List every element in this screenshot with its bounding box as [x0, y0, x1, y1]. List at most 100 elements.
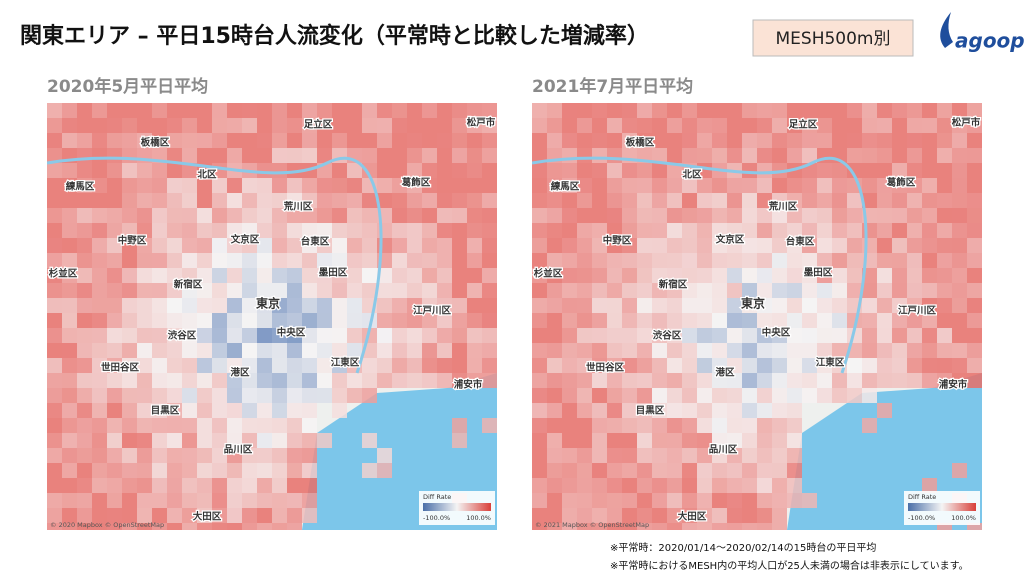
mesh-cell [727, 358, 742, 373]
mesh-cell [727, 418, 742, 433]
mesh-cell [227, 178, 242, 193]
mesh-cell [197, 253, 212, 268]
mesh-cell [92, 133, 107, 148]
mesh-cell [667, 373, 682, 388]
mesh-cell [772, 133, 787, 148]
place-label: 江東区 [331, 357, 360, 369]
mesh-cell [137, 493, 152, 508]
mesh-cell [712, 238, 727, 253]
mesh-cell [272, 478, 287, 493]
mesh-cell [592, 343, 607, 358]
mesh-cell [787, 238, 802, 253]
mesh-cell [272, 523, 287, 530]
mesh-cell [182, 163, 197, 178]
mesh-cell [817, 133, 832, 148]
mesh-cell [697, 313, 712, 328]
mesh-cell [622, 328, 637, 343]
mesh-cell [592, 163, 607, 178]
mesh-cell [622, 118, 637, 133]
mesh-cell [122, 523, 137, 530]
mesh-cell [107, 403, 122, 418]
mesh-cell [967, 163, 982, 178]
mesh-cell [362, 163, 377, 178]
mesh-cell [817, 268, 832, 283]
mesh-cell [212, 133, 227, 148]
mesh-cell [712, 178, 727, 193]
mesh-cell [547, 298, 562, 313]
mesh-cell [392, 253, 407, 268]
mesh-cell [47, 283, 62, 298]
mesh-cell [362, 208, 377, 223]
mesh-cell [362, 133, 377, 148]
mesh-cell [152, 103, 167, 118]
mesh-cell [257, 253, 272, 268]
mesh-cell [152, 448, 167, 463]
mesh-cell [697, 118, 712, 133]
mesh-cell [712, 103, 727, 118]
mesh-cell [532, 163, 547, 178]
mesh-cell [212, 523, 227, 530]
mesh-cell [77, 103, 92, 118]
mesh-cell [907, 268, 922, 283]
mesh-cell [742, 313, 757, 328]
mesh-cell [122, 253, 137, 268]
mesh-cell [532, 328, 547, 343]
mesh-cell [577, 208, 592, 223]
mesh-cell [242, 478, 257, 493]
mesh-cell [377, 238, 392, 253]
mesh-cell [772, 103, 787, 118]
mesh-cell [607, 223, 622, 238]
mesh-cell [682, 148, 697, 163]
mesh-cell [922, 133, 937, 148]
mesh-cell [272, 388, 287, 403]
mesh-cell [182, 373, 197, 388]
mesh-cell [122, 358, 137, 373]
mesh-cell [847, 283, 862, 298]
mesh-cell [547, 388, 562, 403]
mesh-cell [227, 433, 242, 448]
mesh-cell [892, 163, 907, 178]
mesh-cell [47, 388, 62, 403]
mesh-cell [422, 193, 437, 208]
mesh-cell [952, 253, 967, 268]
mesh-cell [682, 118, 697, 133]
mesh-cell [532, 433, 547, 448]
mesh-cell [652, 388, 667, 403]
mesh-cell [287, 388, 302, 403]
mesh-cell [377, 163, 392, 178]
mesh-cell [922, 298, 937, 313]
mesh-cell [682, 523, 697, 530]
mesh-cell [622, 298, 637, 313]
mesh-cell [407, 133, 422, 148]
mesh-cell [332, 118, 347, 133]
mesh-cell [362, 118, 377, 133]
mesh-cell [287, 268, 302, 283]
mesh-cell [467, 193, 482, 208]
place-label: 足立区 [789, 119, 818, 131]
mesh-cell [62, 373, 77, 388]
mesh-cell [167, 238, 182, 253]
mesh-cell [197, 223, 212, 238]
mesh-cell [757, 268, 772, 283]
mesh-cell [47, 238, 62, 253]
mesh-cell [467, 118, 482, 133]
mesh-cell [892, 208, 907, 223]
mesh-cell [122, 163, 137, 178]
mesh-cell [532, 118, 547, 133]
mesh-cell [892, 148, 907, 163]
mesh-cell [227, 463, 242, 478]
mesh-cell [452, 208, 467, 223]
mesh-cell [802, 283, 817, 298]
mesh-cell [787, 133, 802, 148]
mesh-cell [727, 463, 742, 478]
mesh-cell [437, 193, 452, 208]
mesh-cell [772, 148, 787, 163]
mesh-cell [742, 118, 757, 133]
mesh-cell [967, 268, 982, 283]
mesh-cell [302, 178, 317, 193]
mesh-cell [482, 208, 497, 223]
mesh-cell [577, 403, 592, 418]
mesh-cell [377, 448, 392, 463]
mesh-cell [197, 358, 212, 373]
mesh-cell [62, 478, 77, 493]
